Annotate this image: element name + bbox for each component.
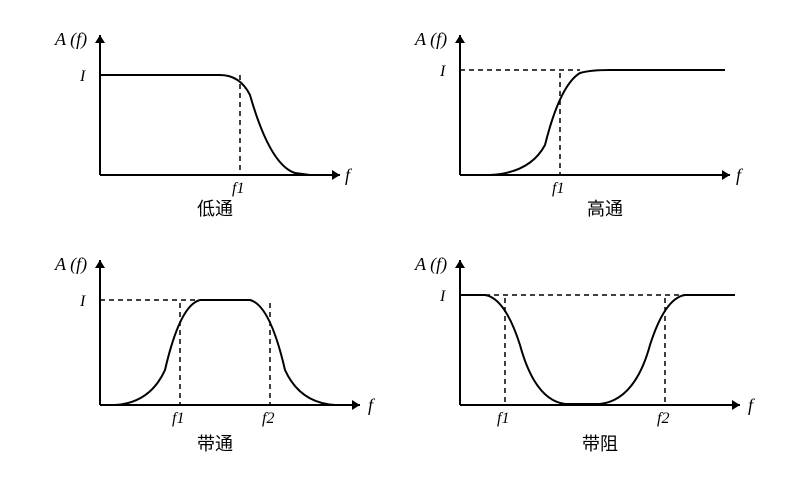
- panel-bandstop: A (f) I f f1 f2 带阻: [400, 240, 760, 470]
- y-axis-label: A (f): [54, 254, 87, 275]
- f1-label: f1: [172, 410, 184, 427]
- lowpass-svg: A (f) I f f1 低通: [40, 15, 370, 225]
- y-axis-arrow: [95, 35, 105, 43]
- panel-highpass: A (f) I f f1 高通: [400, 15, 760, 225]
- x-axis-label: f: [345, 165, 353, 185]
- panel-lowpass: A (f) I f f1 低通: [40, 15, 370, 225]
- x-axis-label: f: [736, 165, 744, 185]
- filter-diagrams-container: { "global": { "y_axis_label": "A (f)", "…: [0, 0, 796, 500]
- highpass-curve: [490, 70, 725, 175]
- y-axis-label: A (f): [54, 29, 87, 50]
- x-axis-label: f: [368, 395, 376, 415]
- bandstop-svg: A (f) I f f1 f2 带阻: [400, 240, 760, 470]
- bandpass-curve: [115, 300, 335, 405]
- panel-title: 带阻: [582, 434, 618, 454]
- x-axis-arrow: [722, 170, 730, 180]
- y-axis-label: A (f): [414, 254, 447, 275]
- f1-label: f1: [232, 180, 244, 197]
- amplitude-label: I: [79, 293, 86, 310]
- f1-label: f1: [497, 410, 509, 427]
- x-axis-arrow: [332, 170, 340, 180]
- y-axis-label: A (f): [414, 29, 447, 50]
- y-axis-arrow: [455, 260, 465, 268]
- f1-label: f1: [552, 180, 564, 197]
- amplitude-label: I: [439, 63, 446, 80]
- amplitude-label: I: [79, 68, 86, 85]
- f2-label: f2: [657, 410, 669, 427]
- x-axis-label: f: [748, 395, 756, 415]
- panel-bandpass: A (f) I f f1 f2 带通: [40, 240, 390, 470]
- panel-title: 高通: [587, 199, 623, 219]
- amplitude-label: I: [439, 288, 446, 305]
- highpass-svg: A (f) I f f1 高通: [400, 15, 760, 225]
- panel-title: 带通: [197, 434, 233, 454]
- y-axis-arrow: [95, 260, 105, 268]
- x-axis-arrow: [352, 400, 360, 410]
- bandpass-svg: A (f) I f f1 f2 带通: [40, 240, 390, 470]
- bandstop-curve: [460, 295, 735, 404]
- x-axis-arrow: [732, 400, 740, 410]
- y-axis-arrow: [455, 35, 465, 43]
- panel-title: 低通: [197, 199, 233, 219]
- lowpass-curve: [100, 75, 310, 175]
- f2-label: f2: [262, 410, 274, 427]
